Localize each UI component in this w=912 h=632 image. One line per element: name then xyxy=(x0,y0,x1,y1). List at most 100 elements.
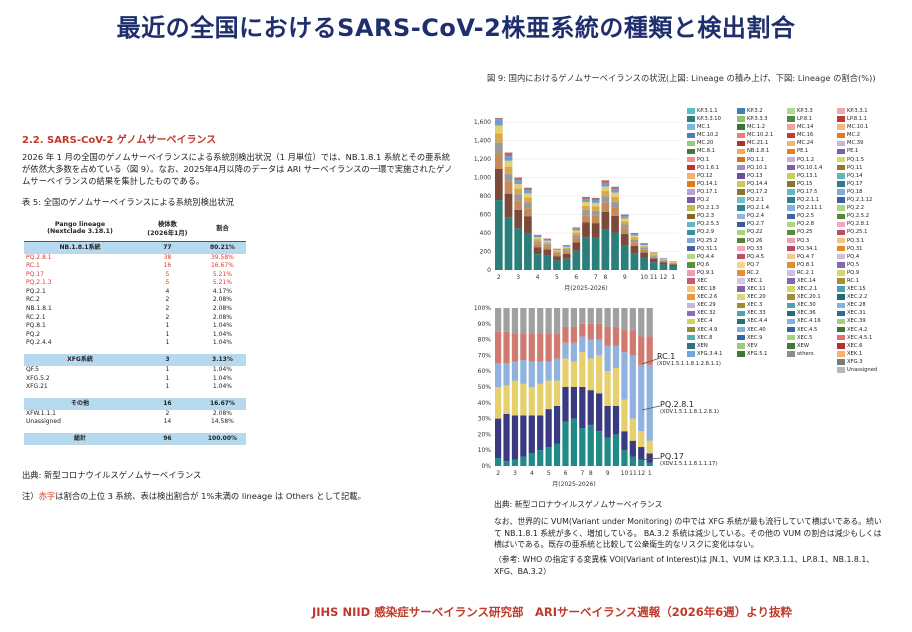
bar-segment xyxy=(570,342,578,362)
bar-segment xyxy=(503,308,510,332)
right-note: なお、世界的に VUM(Variant under Monitoring) の中… xyxy=(494,517,882,549)
table-cell: 4.17% xyxy=(212,287,232,295)
legend-item: XEC.36 xyxy=(787,309,822,317)
bar-segment xyxy=(537,361,544,384)
bar-segment xyxy=(514,200,523,210)
bar-segment xyxy=(511,333,519,362)
table-cell: NB.1.8.1系統 xyxy=(24,241,136,254)
legend-item: Unassigned xyxy=(837,366,877,374)
legend-label: XEC.1 xyxy=(747,277,763,284)
bar-segment xyxy=(562,245,571,246)
bar-segment xyxy=(582,222,590,238)
table-cell: 1.04% xyxy=(212,322,232,330)
table-cell: 2.08% xyxy=(212,313,232,321)
bar-segment xyxy=(640,252,648,258)
bar-segment xyxy=(514,180,523,184)
legend-label: XEC.29 xyxy=(697,302,716,309)
legend-swatch xyxy=(687,140,695,147)
table-cell: 2.08% xyxy=(212,296,232,304)
y-tick-label: 10% xyxy=(478,447,492,454)
table-cell: RC.2.1 xyxy=(26,313,46,321)
bar-segment xyxy=(562,342,569,359)
annotation-label: PQ.17 xyxy=(660,452,684,461)
legend-item: PQ.17 xyxy=(837,180,877,188)
bar-segment xyxy=(630,239,639,243)
table-cell: 3.13% xyxy=(198,354,246,367)
bar-segment xyxy=(604,326,611,346)
table-cell: 2 xyxy=(165,296,170,304)
bar-segment xyxy=(553,358,561,381)
bar-segment xyxy=(511,308,519,334)
legend-item: PQ.2.1 xyxy=(737,196,773,204)
bar-segment xyxy=(545,380,552,410)
bar-segment xyxy=(543,240,552,243)
bar-segment xyxy=(514,177,523,181)
lineage-table: Pango lineage (Nextclade 3.18.1) 検体数 (202… xyxy=(24,215,246,445)
bar-segment xyxy=(495,125,503,134)
legend-swatch xyxy=(687,108,695,114)
legend-label: PQ.13 xyxy=(747,172,763,179)
legend-item: PQ.2.5 xyxy=(787,212,822,220)
legend-item: PQ.4.7 xyxy=(787,253,822,261)
right-source-text: 出典: 新型コロナウイルスゲノムサーベイランス xyxy=(494,500,663,509)
bar-segment xyxy=(553,308,561,334)
x-tick-label: 2 xyxy=(497,274,501,281)
legend-item: XEC.6 xyxy=(837,342,877,350)
legend-label: PQ.1.1 xyxy=(747,156,765,163)
bar-segment xyxy=(630,242,639,246)
table-row: PQ.2 1 1.04% xyxy=(24,331,246,340)
bar-segment xyxy=(520,415,527,457)
legend-swatch xyxy=(787,278,795,284)
legend-swatch xyxy=(687,294,695,300)
bar-segment xyxy=(591,206,600,211)
legend-swatch xyxy=(737,124,745,130)
legend-item: XEC.20 xyxy=(737,293,773,301)
bar-segment xyxy=(612,308,620,327)
legend-item: MC.10.1 xyxy=(837,123,877,131)
bar-segment xyxy=(562,253,571,259)
y-tick-label: 60% xyxy=(478,368,492,375)
bar-segment xyxy=(596,323,603,340)
annotation-rc1: RC.1 (XDV.1.5.1.1.8.1.2.8.1.1) xyxy=(657,352,721,367)
table-cell: 5 xyxy=(165,279,170,287)
legend-swatch xyxy=(687,156,695,163)
legend-swatch xyxy=(687,253,695,260)
table-group-row: NB.1.8.1系統 77 80.21% xyxy=(24,241,246,254)
table-cell: 80.21% xyxy=(198,241,246,254)
bar-segment xyxy=(579,323,586,337)
legend-label: PQ.26 xyxy=(747,237,763,244)
legend-item: XEC.30 xyxy=(787,301,822,309)
legend-item: XEC.4.4 xyxy=(737,317,773,325)
table-cell: 77 xyxy=(136,241,199,254)
legend-item: PQ.18 xyxy=(837,188,877,196)
bar-segment xyxy=(524,193,532,198)
legend-item: KP.3.3.3 xyxy=(737,115,773,123)
bar-segment xyxy=(620,218,629,222)
legend-item: PQ.5 xyxy=(837,261,877,269)
legend-label: PQ.1 xyxy=(697,156,710,163)
legend-label: MC.21.1 xyxy=(747,140,769,147)
bar-segment xyxy=(553,254,561,257)
legend-label: XEC.40 xyxy=(747,326,766,333)
legend-label: MC.8.1 xyxy=(697,148,715,155)
legend-item: KP.3.2 xyxy=(737,107,773,115)
bar-segment xyxy=(495,418,502,459)
y-tick-label: 400 xyxy=(480,230,492,237)
legend-swatch xyxy=(737,140,745,147)
bar-segment xyxy=(646,336,653,365)
legend-item: XEC.4.9 xyxy=(687,326,722,334)
x-tick-label: 10 xyxy=(621,470,629,477)
legend-swatch xyxy=(787,173,795,179)
legend-swatch xyxy=(837,140,845,147)
x-tick-label: 4 xyxy=(536,274,540,281)
x-tick-label: 3 xyxy=(516,274,520,281)
bar-segment xyxy=(579,352,586,387)
annotation-sub: (XDV.1.5.1.1.8.1.1.17) xyxy=(660,461,718,467)
bar-segment xyxy=(640,248,648,250)
legend-swatch xyxy=(737,334,745,341)
legend-swatch xyxy=(687,302,695,309)
bar-segment xyxy=(669,263,677,265)
legend-label: XEC.4.9 xyxy=(697,326,718,333)
bar-segment xyxy=(553,250,561,252)
legend-swatch xyxy=(687,213,695,220)
